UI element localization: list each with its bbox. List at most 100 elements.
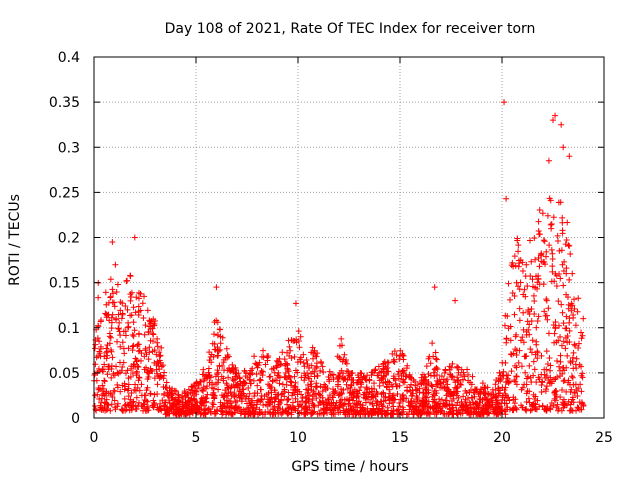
roti-point [372,366,379,373]
roti-point [174,391,181,398]
roti-point [104,371,111,378]
roti-point [576,361,583,368]
roti-point [523,405,530,412]
roti-point [213,406,220,413]
roti-point [511,377,518,384]
roti-point [119,406,126,413]
roti-point [571,305,578,312]
roti-point [300,359,307,366]
roti-point [258,386,265,393]
roti-point [225,374,232,381]
roti-point [247,371,254,378]
roti-point [516,286,523,293]
roti-point [578,406,585,413]
roti-point [219,334,226,341]
roti-point [438,396,445,403]
roti-point [396,382,403,389]
roti-point [223,345,230,352]
roti-point [549,250,556,257]
roti-point [236,374,243,381]
y-tick-label: 0.2 [58,231,80,247]
roti-point [211,410,218,417]
roti-point [137,290,144,297]
roti-point [313,363,320,370]
roti-point [140,407,147,414]
roti-point [506,397,513,404]
roti-point [495,390,502,397]
roti-point [530,292,537,299]
roti-point [578,329,585,336]
roti-point [254,382,261,389]
roti-point [116,328,123,335]
roti-point [532,405,539,412]
roti-point [142,345,149,352]
roti-point [219,405,226,412]
roti-point [390,392,397,399]
roti-point [298,403,305,410]
x-tick-label: 25 [595,430,613,446]
roti-point [275,369,282,376]
roti-point [381,394,388,401]
roti-point [562,241,569,248]
roti-point [111,299,118,306]
roti-point [291,373,298,380]
roti-point [282,370,289,377]
roti-point [431,284,438,291]
roti-point [122,303,129,310]
roti-point [189,383,196,390]
roti-point [226,367,233,374]
roti-point [561,258,568,265]
roti-point [104,341,111,348]
roti-point [304,381,311,388]
roti-point [216,326,223,333]
roti-point [103,349,110,356]
roti-point [169,385,176,392]
roti-point [357,404,364,411]
roti-point [515,359,522,366]
roti-point [538,352,545,359]
roti-point [481,384,488,391]
roti-point [119,311,126,318]
roti-point [117,307,124,314]
roti-point [310,409,317,416]
roti-point [337,397,344,404]
roti-point [121,402,128,409]
roti-point [171,410,178,417]
roti-point [562,345,569,352]
roti-point [546,195,553,202]
roti-point [92,361,99,368]
roti-point [151,359,158,366]
roti-point [220,356,227,363]
roti-point [373,397,380,404]
roti-point [386,390,393,397]
roti-point [293,336,300,343]
roti-point [477,386,484,393]
roti-point [563,313,570,320]
roti-point [179,393,186,400]
roti-point [532,351,539,358]
roti-point [527,237,534,244]
roti-point [377,398,384,405]
roti-point [544,360,551,367]
roti-point [580,315,587,322]
roti-point [107,276,114,283]
roti-point [531,396,538,403]
roti-point [211,346,218,353]
roti-point [269,378,276,385]
roti-point [298,391,305,398]
roti-point [178,410,185,417]
roti-point [364,372,371,379]
roti-point [150,316,157,323]
roti-point [499,384,506,391]
roti-point [532,284,539,291]
roti-point [326,368,333,375]
roti-point [319,388,326,395]
roti-point [544,316,551,323]
roti-point [347,384,354,391]
roti-point [92,341,99,348]
roti-point [437,407,444,414]
roti-point [206,349,213,356]
roti-point [209,340,216,347]
roti-point [497,387,504,394]
roti-point [420,397,427,404]
